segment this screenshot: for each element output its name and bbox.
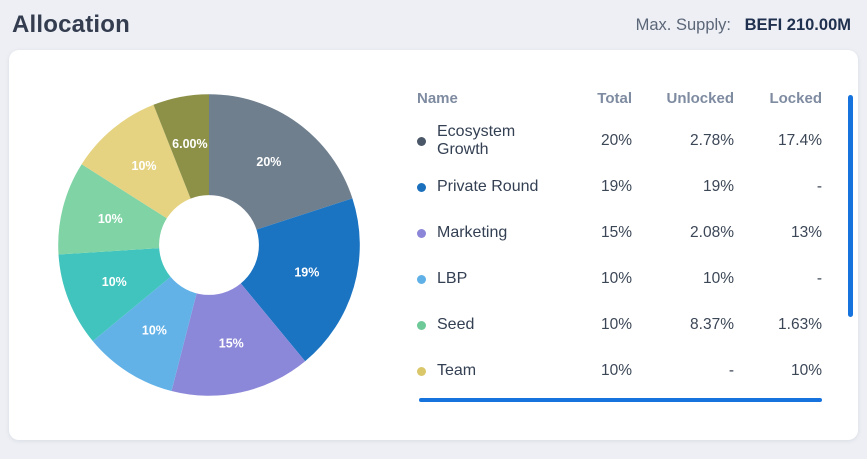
row-unlocked: 2.78% (690, 132, 734, 149)
column-header-total: Total (597, 89, 632, 107)
row-locked: 1.63% (778, 316, 822, 333)
allocation-donut-chart: 20% 19% 15% 10% 10% 10% 10% 6.00% (9, 50, 409, 440)
allocation-table-grid: Name Total Unlocked Locked Ecosystem Growth 2… (417, 78, 822, 394)
table-row: Seed 10% 8.37% 1.63% (417, 302, 822, 348)
row-locked: 10% (790, 362, 822, 379)
legend-dot-icon (417, 136, 426, 146)
legend-dot-icon (417, 228, 426, 238)
max-supply-label: Max. Supply: (635, 15, 732, 34)
row-name-cell: Seed (417, 316, 560, 334)
column-header-locked: Locked (769, 89, 822, 107)
max-supply-value: BEFI 210.00M (744, 15, 851, 34)
row-name-cell: LBP (417, 270, 560, 288)
allocation-pie-svg: 20%19%15%10%10%10%10%6.00% (58, 94, 360, 396)
row-locked: - (816, 270, 822, 287)
row-name-label: Ecosystem Growth (437, 123, 516, 158)
legend-dot-icon (417, 366, 426, 376)
row-total: 20% (600, 132, 632, 149)
row-locked: - (816, 178, 822, 195)
row-name-label: Marketing (437, 224, 508, 241)
row-name-label: Seed (437, 316, 475, 333)
column-header-name: Name (417, 89, 458, 107)
row-locked: 17.4% (778, 132, 822, 149)
vertical-scrollbar[interactable] (848, 95, 853, 317)
row-total: 10% (600, 270, 632, 287)
row-unlocked: 19% (702, 178, 734, 195)
row-total: 19% (600, 178, 632, 195)
row-name-label: Team (437, 362, 477, 379)
row-name-cell: Ecosystem Growth (417, 123, 560, 159)
page-title: Allocation (12, 11, 131, 38)
legend-dot-icon (417, 274, 426, 284)
donut-hole (159, 195, 259, 295)
row-total: 15% (600, 224, 632, 241)
table-row: LBP 10% 10% - (417, 256, 822, 302)
row-total: 10% (600, 316, 632, 333)
allocation-card: 20% 19% 15% 10% 10% 10% 10% 6.00% Name Total Unlo… (9, 50, 858, 440)
row-name-cell: Team (417, 362, 560, 380)
row-unlocked: 10% (702, 270, 734, 287)
row-unlocked: 2.08% (690, 224, 734, 241)
row-locked: 13% (790, 224, 822, 241)
row-name-label: Private Round (437, 178, 539, 195)
table-row: Ecosystem Growth 20% 2.78% 17.4% (417, 118, 822, 164)
pie-slice-ecosystem-growth[interactable] (209, 94, 353, 245)
row-total: 10% (600, 362, 632, 379)
row-name-label: LBP (437, 270, 468, 287)
row-name-cell: Marketing (417, 224, 560, 242)
column-header-unlocked: Unlocked (666, 89, 734, 107)
legend-dot-icon (417, 320, 426, 330)
row-unlocked: - (728, 362, 734, 379)
table-row: Team 10% - 10% (417, 348, 822, 394)
table-row: Marketing 15% 2.08% 13% (417, 210, 822, 256)
row-name-cell: Private Round (417, 178, 560, 196)
allocation-table: Name Total Unlocked Locked Ecosystem Growth 2… (409, 50, 858, 440)
table-header-row: Name Total Unlocked Locked (417, 78, 822, 118)
horizontal-scrollbar[interactable] (419, 398, 822, 402)
row-unlocked: 8.37% (690, 316, 734, 333)
table-row: Private Round 19% 19% - (417, 164, 822, 210)
legend-dot-icon (417, 182, 426, 192)
max-supply: Max. Supply: BEFI 210.00M (636, 16, 851, 35)
page-header: Allocation Max. Supply: BEFI 210.00M (0, 0, 867, 48)
